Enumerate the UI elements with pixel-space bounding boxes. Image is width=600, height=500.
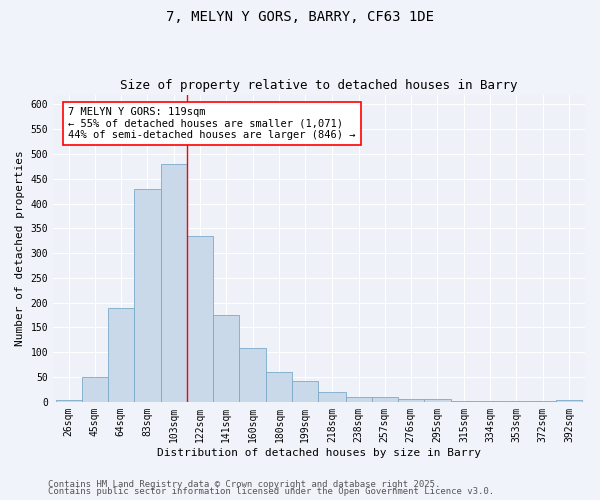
Bar: [82, 377, 108, 402]
Title: Size of property relative to detached houses in Barry: Size of property relative to detached ho…: [120, 79, 518, 92]
Bar: [424, 400, 451, 402]
Y-axis label: Number of detached properties: Number of detached properties: [15, 150, 25, 346]
Bar: [187, 236, 213, 402]
Bar: [477, 401, 503, 402]
Bar: [134, 188, 161, 402]
Bar: [266, 372, 292, 402]
X-axis label: Distribution of detached houses by size in Barry: Distribution of detached houses by size …: [157, 448, 481, 458]
Bar: [108, 308, 134, 402]
Bar: [371, 397, 398, 402]
Bar: [398, 399, 424, 402]
Bar: [161, 164, 187, 402]
Bar: [239, 348, 266, 402]
Bar: [292, 381, 319, 402]
Bar: [346, 397, 371, 402]
Text: Contains public sector information licensed under the Open Government Licence v3: Contains public sector information licen…: [48, 487, 494, 496]
Bar: [56, 400, 82, 402]
Bar: [451, 401, 477, 402]
Bar: [556, 400, 582, 402]
Text: Contains HM Land Registry data © Crown copyright and database right 2025.: Contains HM Land Registry data © Crown c…: [48, 480, 440, 489]
Bar: [319, 392, 346, 402]
Text: 7, MELYN Y GORS, BARRY, CF63 1DE: 7, MELYN Y GORS, BARRY, CF63 1DE: [166, 10, 434, 24]
Bar: [213, 315, 239, 402]
Text: 7 MELYN Y GORS: 119sqm
← 55% of detached houses are smaller (1,071)
44% of semi-: 7 MELYN Y GORS: 119sqm ← 55% of detached…: [68, 107, 356, 140]
